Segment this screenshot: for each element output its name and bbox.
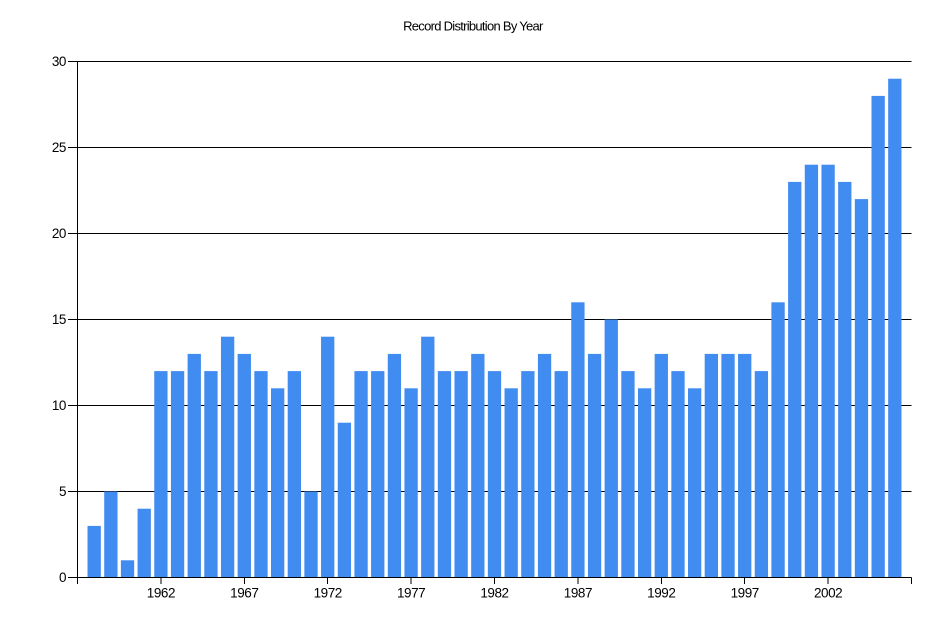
svg-text:0: 0 — [59, 570, 66, 585]
svg-text:1992: 1992 — [647, 585, 675, 600]
svg-text:1977: 1977 — [397, 585, 425, 600]
svg-text:10: 10 — [52, 398, 66, 413]
svg-text:5: 5 — [59, 484, 66, 499]
svg-text:25: 25 — [52, 140, 66, 155]
svg-text:20: 20 — [52, 226, 66, 241]
svg-text:1967: 1967 — [230, 585, 258, 600]
svg-text:1962: 1962 — [147, 585, 175, 600]
svg-text:15: 15 — [52, 312, 66, 327]
svg-text:1987: 1987 — [564, 585, 592, 600]
svg-text:2002: 2002 — [814, 585, 842, 600]
svg-text:1997: 1997 — [731, 585, 759, 600]
svg-text:30: 30 — [52, 54, 66, 69]
svg-text:1972: 1972 — [314, 585, 342, 600]
svg-text:1982: 1982 — [480, 585, 508, 600]
svg-text:Record Distribution By Year: Record Distribution By Year — [403, 18, 544, 33]
